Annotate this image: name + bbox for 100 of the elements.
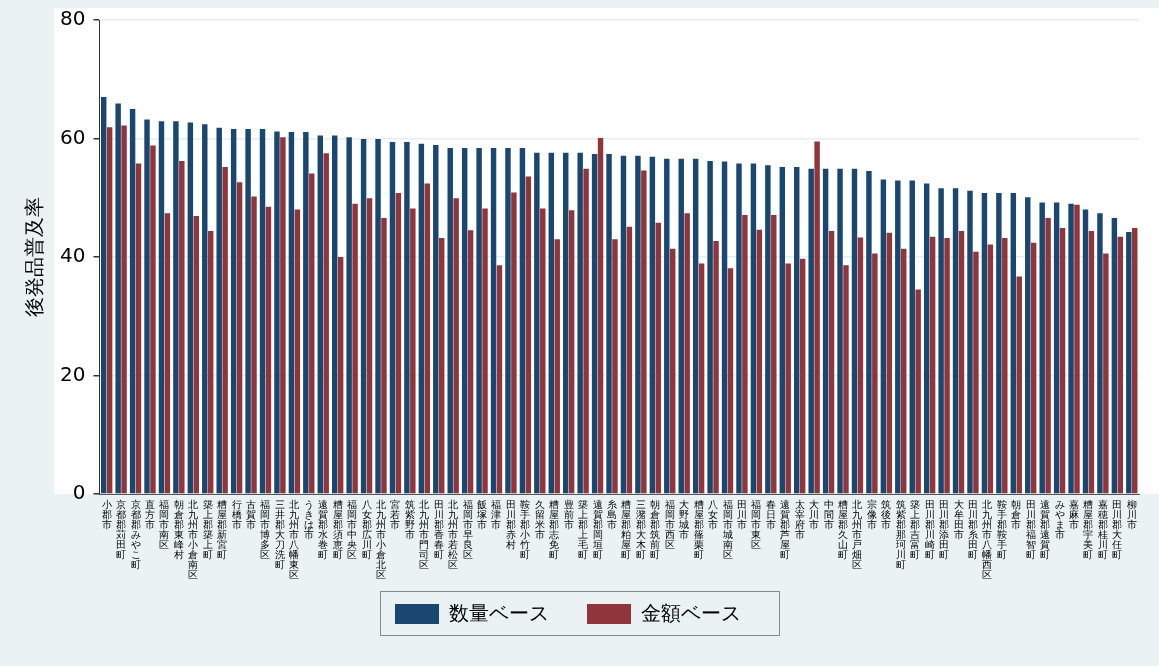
x-tick-label: 糟屋郡久山町: [838, 498, 849, 560]
x-tick-label: 田川市: [736, 498, 747, 530]
x-tick-label: 筑紫郡那珂川町: [895, 498, 906, 570]
bar: [678, 158, 684, 494]
bar: [915, 289, 921, 494]
bar: [100, 97, 107, 494]
bar: [490, 147, 497, 494]
x-tick-label: 福津市: [491, 498, 502, 530]
bar: [179, 161, 185, 494]
x-tick-label: 福岡市東区: [751, 498, 762, 550]
x-tick-label: うきは市: [303, 498, 314, 540]
x-tick-label: 福岡市博多区: [260, 498, 271, 560]
x-tick-label: 京都郡苅田町: [116, 498, 127, 560]
x-tick-label: 鞍手郡小竹町: [520, 498, 531, 560]
y-tick-label: 40: [60, 243, 86, 268]
x-tick-label: 糟屋郡篠栗町: [693, 498, 704, 560]
bar: [467, 230, 474, 494]
bar: [317, 135, 324, 494]
x-tick-label: 遠賀郡芦屋町: [780, 498, 791, 560]
x-tick-label: 直方市: [144, 498, 155, 530]
bar: [461, 147, 468, 494]
bar: [664, 158, 670, 494]
x-tick-label: 北九州市門司区: [419, 498, 430, 570]
bar: [987, 244, 994, 494]
x-tick-label: 北九州市小倉北区: [375, 498, 386, 580]
bar: [332, 135, 338, 494]
bar: [1039, 202, 1045, 494]
bar: [895, 180, 901, 494]
bar: [568, 210, 575, 494]
bar: [909, 180, 915, 494]
x-tick-label: 築上郡吉富町: [910, 498, 921, 560]
bar: [438, 238, 445, 494]
x-tick-label: 豊前市: [563, 498, 574, 530]
legend-label: 金額ベース: [640, 600, 741, 627]
x-tick-label: 太宰府市: [794, 498, 805, 540]
y-axis-title: 後発品普及率: [22, 197, 47, 317]
bar: [222, 166, 228, 494]
x-tick-label: 福岡市城南区: [721, 498, 733, 560]
bar: [410, 208, 416, 494]
bar: [779, 166, 786, 494]
bar: [309, 173, 315, 494]
x-tick-label: 築上郡築上町: [202, 498, 213, 560]
x-tick-label: 田川郡糸田町: [967, 498, 978, 560]
x-tick-label: 京都郡みやこ町: [130, 498, 141, 570]
x-tick-label: 八女市: [708, 498, 719, 530]
x-tick-label: 朝倉郡東峰村: [172, 498, 184, 560]
bar: [164, 213, 171, 494]
bar: [967, 190, 973, 494]
bar: [742, 214, 748, 494]
bar: [1111, 217, 1118, 494]
bar: [822, 168, 829, 494]
bar: [996, 193, 1002, 494]
bar: [496, 265, 503, 494]
bar: [750, 163, 757, 494]
bar: [929, 236, 936, 494]
bar: [944, 238, 950, 494]
x-tick-label: 福岡市西区: [664, 498, 675, 550]
x-tick-label: 福岡市中央区: [347, 498, 358, 560]
x-tick-label: 大牟田市: [953, 498, 964, 540]
bar: [1002, 238, 1008, 494]
bar: [1010, 193, 1017, 494]
bar: [1068, 203, 1074, 494]
x-tick-label: 糟屋郡新宮町: [217, 498, 228, 560]
bar: [366, 198, 373, 494]
bar: [684, 213, 690, 494]
bar: [923, 183, 930, 494]
x-tick-label: 柳川市: [1126, 498, 1137, 530]
x-tick-label: 田川郡福智町: [1025, 498, 1036, 560]
bar: [216, 127, 222, 494]
bar: [851, 168, 858, 494]
bar: [323, 153, 329, 494]
bar: [1088, 230, 1095, 494]
bar: [395, 193, 402, 494]
bar: [294, 209, 301, 494]
bar: [808, 168, 814, 494]
x-tick-label: 鞍手郡鞍手町: [996, 498, 1007, 560]
x-tick-label: 嘉穂郡桂川町: [1096, 498, 1108, 560]
bar: [274, 131, 280, 494]
bar: [346, 137, 352, 494]
bar: [1074, 204, 1080, 494]
x-tick-label: 福岡市南区: [159, 498, 170, 550]
x-tick-label: 筑紫野市: [404, 498, 415, 540]
bar: [837, 168, 843, 494]
bar: [106, 127, 113, 494]
x-tick-label: 八女郡広川町: [361, 498, 372, 560]
bar: [765, 165, 771, 494]
bar: [880, 179, 887, 494]
x-tick-label: 飯塚市: [476, 498, 488, 530]
x-tick-label: 行橋市: [231, 498, 242, 530]
bar: [577, 152, 583, 494]
bar: [1132, 227, 1138, 494]
bar: [150, 145, 156, 494]
bar: [698, 263, 705, 494]
bar: [381, 217, 387, 494]
bar: [606, 153, 612, 494]
x-tick-label: 古賀市: [246, 498, 257, 530]
bar: [519, 147, 526, 494]
x-tick-label: 北九州市戸畑区: [852, 498, 863, 570]
bar: [1097, 213, 1103, 494]
bar: [554, 239, 560, 494]
